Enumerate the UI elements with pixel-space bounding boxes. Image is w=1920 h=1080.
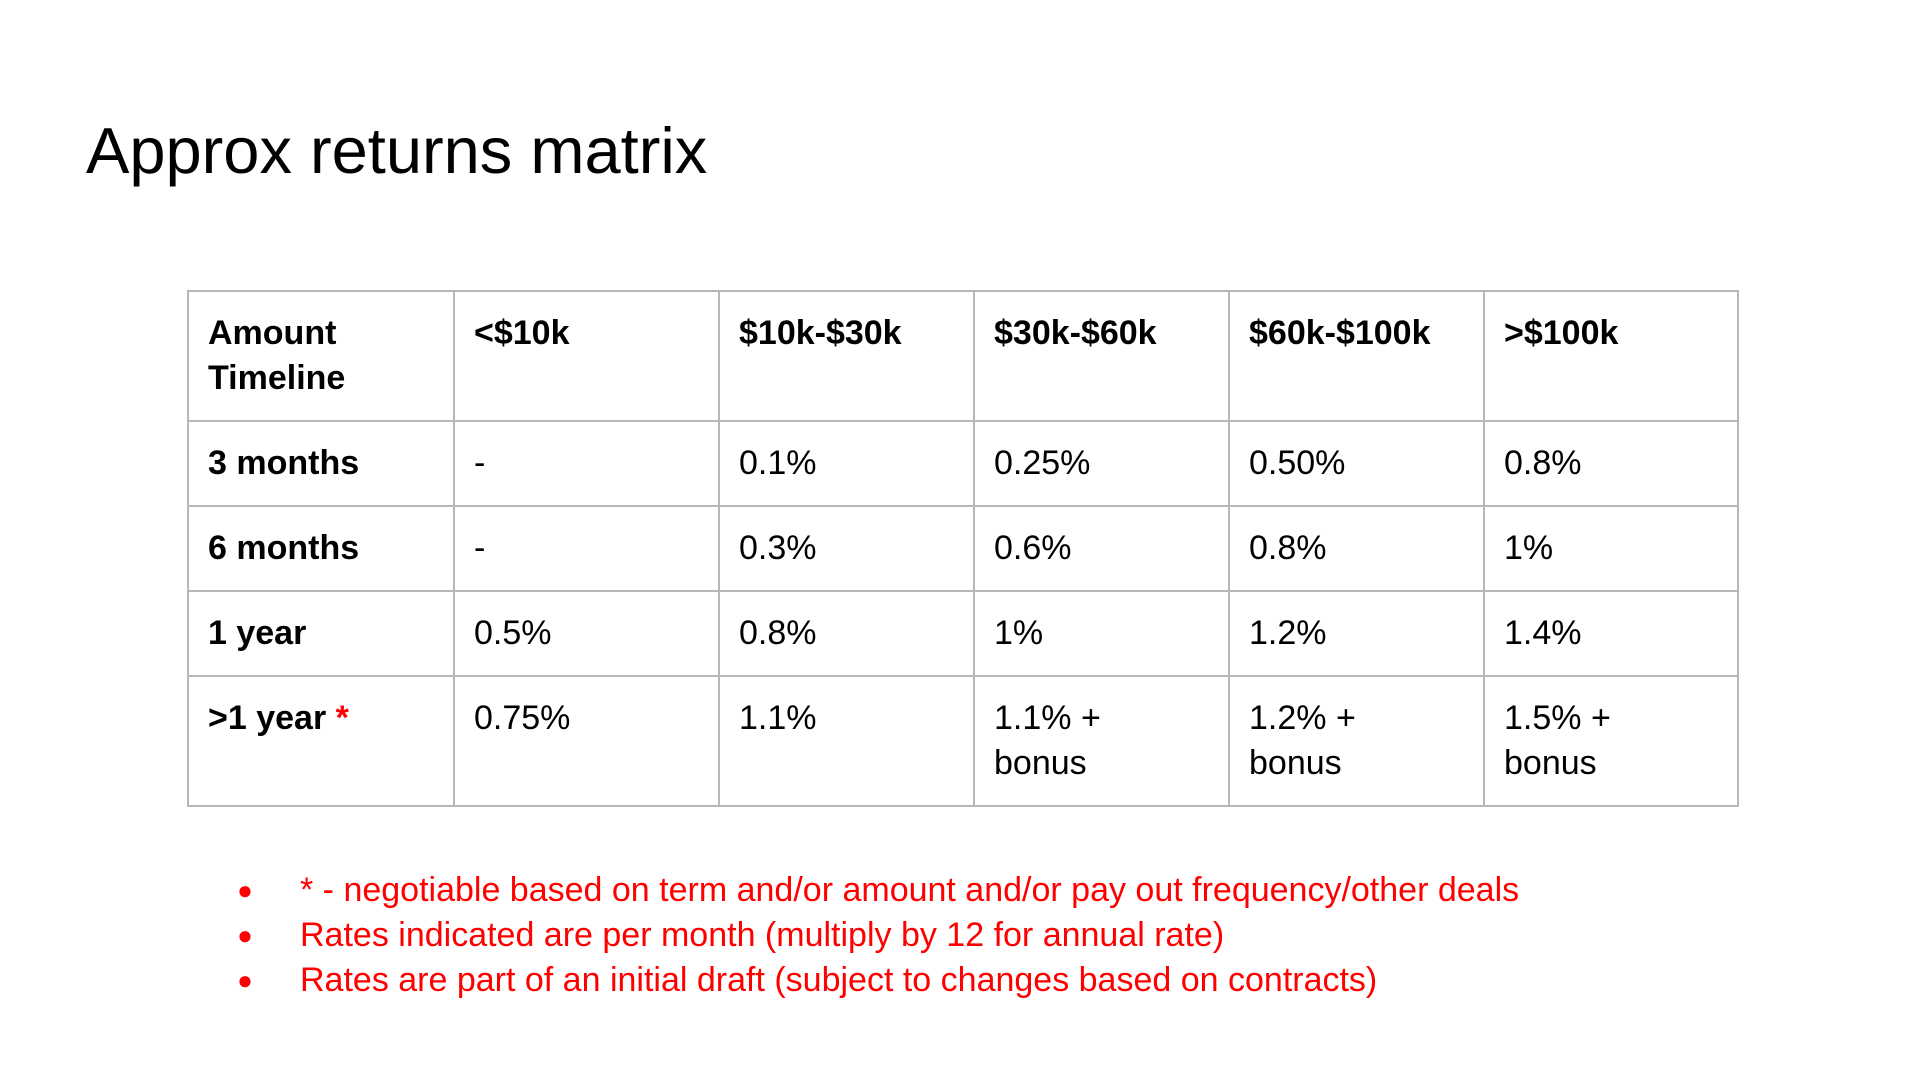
cell-line: 0.75% [474,699,571,737]
row-header-over-1-year: >1 year * [187,675,455,807]
note-text: Rates are part of an initial draft (subj… [300,961,1378,999]
bullet-icon: ● [237,875,253,905]
cell-line: 1.2% + [1249,699,1356,737]
table-cell: 1.2% + bonus [1228,675,1485,807]
bullet-icon: ● [237,965,253,995]
cell-line: 1.5% + [1504,699,1611,737]
returns-matrix-table: Amount Timeline <$10k $10k-$30k $30k-$60… [187,290,1739,807]
corner-header-cell: Amount Timeline [187,290,455,422]
table-cell: 0.3% [718,505,975,592]
corner-header-amount: Amount [208,314,337,352]
negotiable-asterisk: * [335,699,349,737]
row-header-label: >1 year [208,699,327,737]
table-cell: - [453,505,720,592]
note-item: ● * - negotiable based on term and/or am… [230,868,1519,913]
table-row: 1 year 0.5% 0.8% 1% 1.2% 1.4% [187,590,1739,677]
table-cell: 0.8% [1228,505,1485,592]
table-row: 6 months - 0.3% 0.6% 0.8% 1% [187,505,1739,592]
note-item: ● Rates indicated are per month (multipl… [230,913,1519,958]
table-cell: 1.2% [1228,590,1485,677]
corner-header-timeline: Timeline [208,359,346,397]
row-header-label: 1 year [208,614,307,652]
table-cell: 0.1% [718,420,975,507]
row-header-6-months: 6 months [187,505,455,592]
table-cell: - [453,420,720,507]
note-text: * - negotiable based on term and/or amou… [300,871,1520,909]
column-header-under-10k: <$10k [453,290,720,422]
table-cell: 1.5% + bonus [1483,675,1739,807]
column-header-10k-30k: $10k-$30k [718,290,975,422]
table-cell: 0.8% [1483,420,1739,507]
table-cell: 0.6% [973,505,1230,592]
table-cell: 1.1% + bonus [973,675,1230,807]
column-header-over-100k: >$100k [1483,290,1739,422]
table-cell: 0.75% [453,675,720,807]
table-cell: 1.4% [1483,590,1739,677]
note-item: ● Rates are part of an initial draft (su… [230,958,1519,1003]
cell-line: bonus [1249,744,1342,782]
table-cell: 1.1% [718,675,975,807]
table-cell: 0.25% [973,420,1230,507]
table-cell: 0.5% [453,590,720,677]
cell-line: bonus [1504,744,1597,782]
column-header-60k-100k: $60k-$100k [1228,290,1485,422]
row-header-1-year: 1 year [187,590,455,677]
table-cell: 0.8% [718,590,975,677]
bullet-icon: ● [237,920,253,950]
notes-list: ● * - negotiable based on term and/or am… [230,868,1519,1003]
table-cell: 1% [1483,505,1739,592]
table-header-row: Amount Timeline <$10k $10k-$30k $30k-$60… [187,290,1739,422]
cell-line: 1.1% + [994,699,1101,737]
cell-line: 1.1% [739,699,817,737]
row-header-label: 6 months [208,529,360,567]
table-row: >1 year * 0.75% 1.1% 1.1% + bonus 1.2% +… [187,675,1739,807]
table-row: 3 months - 0.1% 0.25% 0.50% 0.8% [187,420,1739,507]
row-header-3-months: 3 months [187,420,455,507]
note-text: Rates indicated are per month (multiply … [300,916,1225,954]
slide-title: Approx returns matrix [86,114,708,187]
table-cell: 0.50% [1228,420,1485,507]
row-header-label: 3 months [208,444,360,482]
column-header-30k-60k: $30k-$60k [973,290,1230,422]
table-cell: 1% [973,590,1230,677]
cell-line: bonus [994,744,1087,782]
